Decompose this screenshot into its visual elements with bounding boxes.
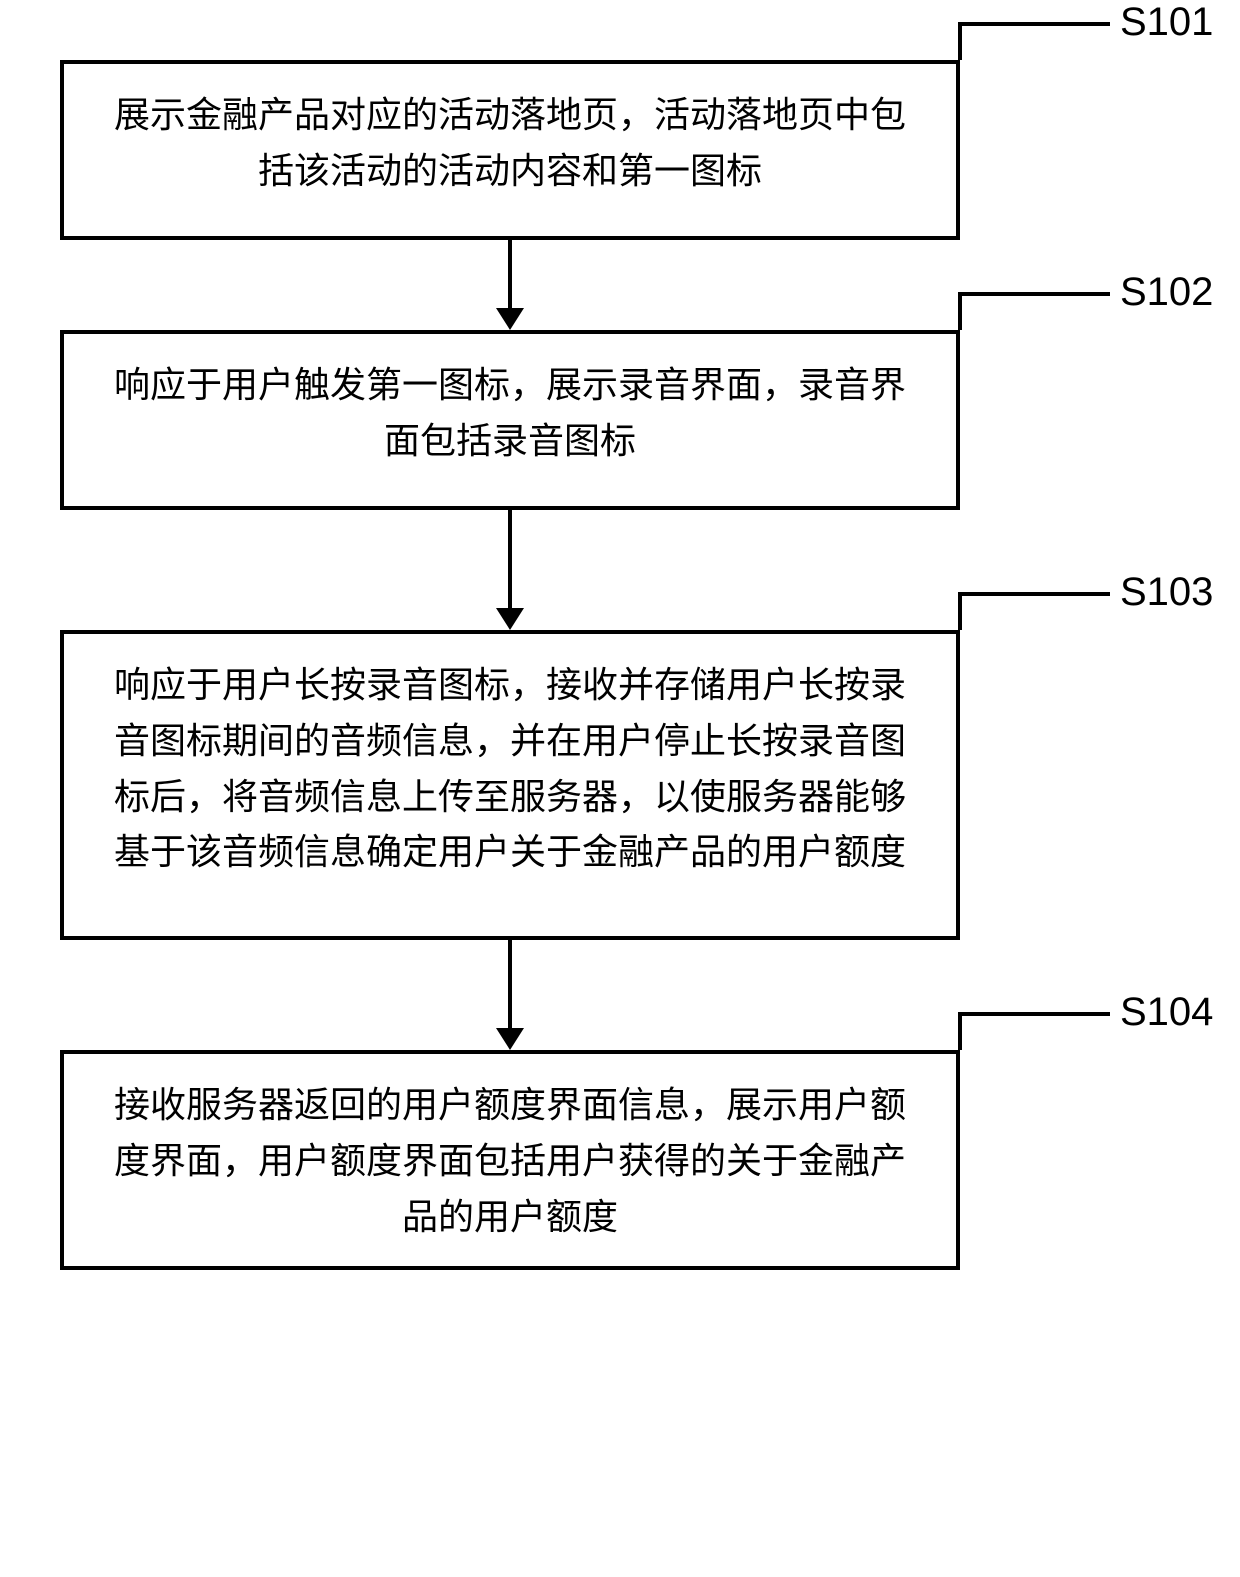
step-text: 响应于用户触发第一图标，展示录音界面，录音界面包括录音图标 bbox=[114, 365, 906, 461]
step-s104: 接收服务器返回的用户额度界面信息，展示用户额度界面，用户额度界面包括用户获得的关… bbox=[60, 1050, 1180, 1270]
step-box: 展示金融产品对应的活动落地页，活动落地页中包括该活动的活动内容和第一图标 bbox=[60, 60, 960, 240]
step-text: 接收服务器返回的用户额度界面信息，展示用户额度界面，用户额度界面包括用户获得的关… bbox=[114, 1085, 906, 1237]
step-s103: 响应于用户长按录音图标，接收并存储用户长按录音图标期间的音频信息，并在用户停止长… bbox=[60, 630, 1180, 940]
step-s102: 响应于用户触发第一图标，展示录音界面，录音界面包括录音图标 S102 bbox=[60, 330, 1180, 510]
step-s101: 展示金融产品对应的活动落地页，活动落地页中包括该活动的活动内容和第一图标 S10… bbox=[60, 60, 1180, 240]
step-label: S101 bbox=[1120, 0, 1213, 45]
arrow-connector bbox=[60, 240, 960, 330]
flowchart-container: 展示金融产品对应的活动落地页，活动落地页中包括该活动的活动内容和第一图标 S10… bbox=[60, 60, 1180, 1270]
arrow-connector bbox=[60, 510, 960, 630]
step-label: S103 bbox=[1120, 570, 1213, 615]
step-label: S104 bbox=[1120, 990, 1213, 1035]
arrow-connector bbox=[60, 940, 960, 1050]
step-box: 响应于用户触发第一图标，展示录音界面，录音界面包括录音图标 bbox=[60, 330, 960, 510]
step-text: 响应于用户长按录音图标，接收并存储用户长按录音图标期间的音频信息，并在用户停止长… bbox=[114, 665, 906, 872]
step-box: 接收服务器返回的用户额度界面信息，展示用户额度界面，用户额度界面包括用户获得的关… bbox=[60, 1050, 960, 1270]
step-text: 展示金融产品对应的活动落地页，活动落地页中包括该活动的活动内容和第一图标 bbox=[114, 95, 906, 191]
step-label: S102 bbox=[1120, 270, 1213, 315]
step-box: 响应于用户长按录音图标，接收并存储用户长按录音图标期间的音频信息，并在用户停止长… bbox=[60, 630, 960, 940]
